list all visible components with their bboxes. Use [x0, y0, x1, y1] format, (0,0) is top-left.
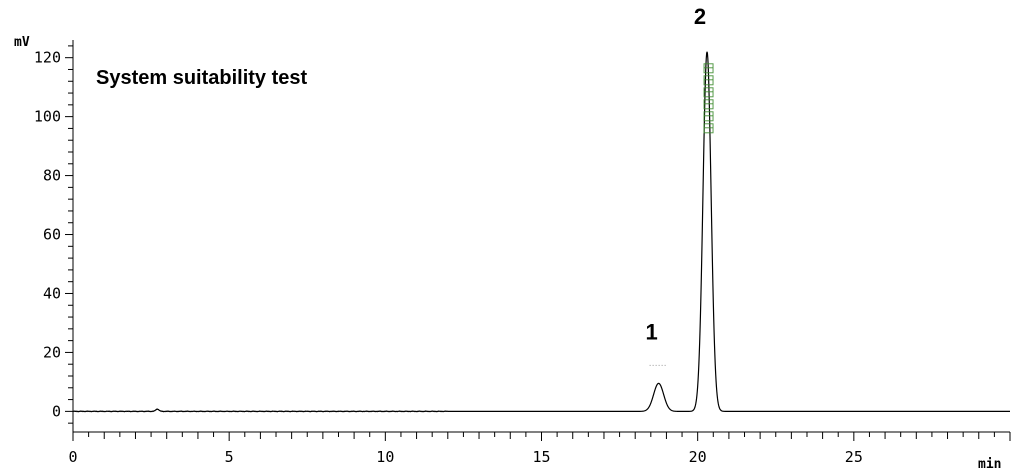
- x-tick-label: 25: [845, 448, 863, 466]
- x-tick-label: 5: [225, 448, 234, 466]
- x-axis-unit-label: min: [978, 457, 1001, 471]
- y-tick-label: 100: [34, 108, 61, 126]
- chromatogram-trace: [72, 51, 1010, 413]
- y-tick-label: 80: [43, 167, 61, 185]
- axes-layer: 0 20 40 60 80 100 120 0 5 10 15 20 25: [34, 40, 1011, 466]
- y-tick-label: 120: [34, 49, 61, 67]
- peak-label-2: 2: [694, 4, 706, 29]
- x-tick-label: 20: [689, 448, 707, 466]
- y-tick-label: 40: [43, 284, 61, 302]
- peak-label-1: 1: [646, 319, 658, 344]
- trace-layer: [72, 51, 1010, 413]
- chart-title: System suitability test: [96, 67, 308, 89]
- y-tick-label: 60: [43, 226, 61, 244]
- y-tick-label: 0: [52, 402, 61, 420]
- y-tick-label: 20: [43, 343, 61, 361]
- y-axis-unit-label: mV: [14, 35, 30, 50]
- x-tick-label: 0: [68, 448, 77, 466]
- x-tick-label: 15: [532, 448, 550, 466]
- label-layer: mV min System suitability test 1 2: [14, 4, 1001, 471]
- x-tick-label: 10: [376, 448, 394, 466]
